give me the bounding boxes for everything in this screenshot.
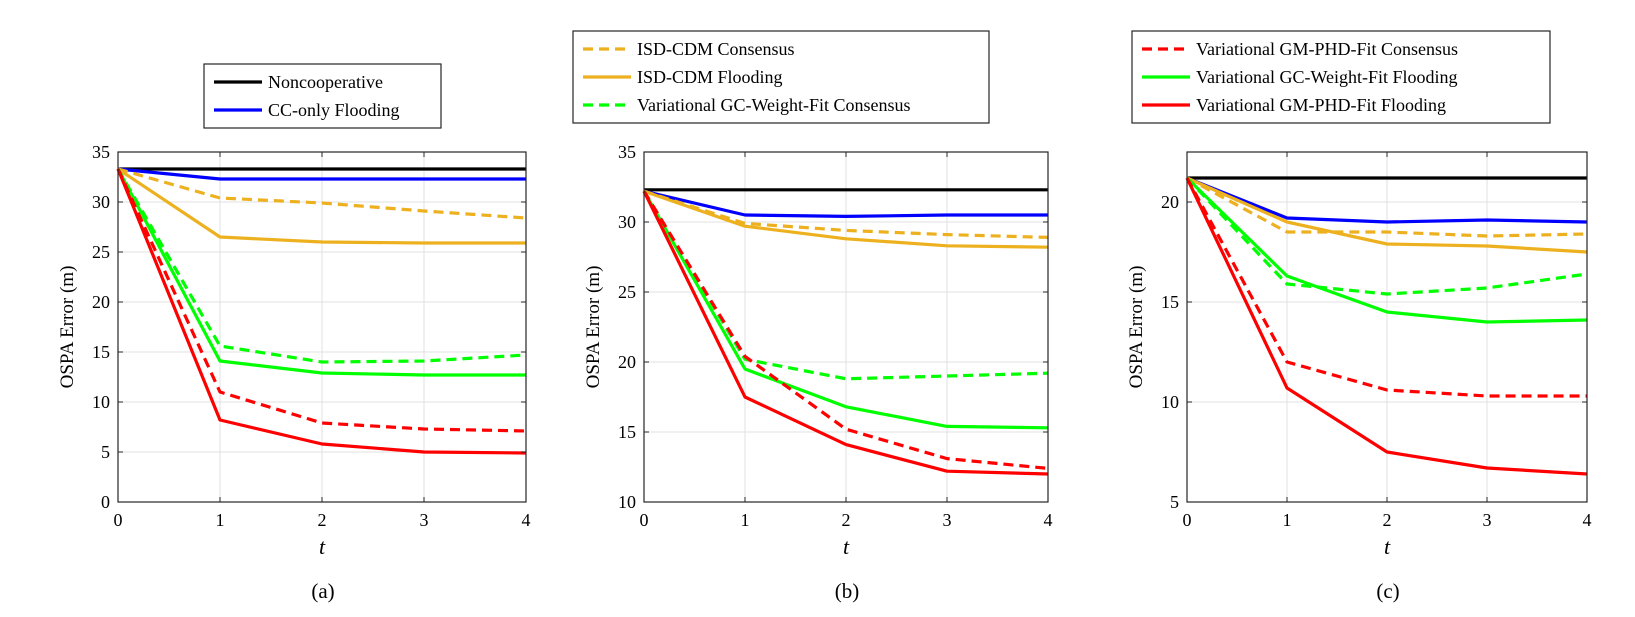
x-tick-label: 0 [640, 510, 649, 530]
x-tick-label: 3 [1483, 510, 1492, 530]
x-tick-label: 2 [842, 510, 851, 530]
series-line-cc-only-flooding [1186, 176, 1588, 224]
x-axis-label: t [1384, 534, 1391, 559]
y-tick-label: 25 [92, 242, 110, 262]
y-tick-label: 35 [92, 142, 110, 162]
series-line-variational-gc-weight-fit-flooding [116, 168, 526, 377]
y-tick-label: 10 [92, 392, 110, 412]
x-tick-label: 3 [943, 510, 952, 530]
y-tick-label: 35 [618, 142, 636, 162]
y-axis-label: OSPA Error (m) [583, 266, 604, 389]
series-line-isd-cdm-consensus [117, 167, 527, 220]
y-tick-label: 15 [618, 422, 636, 442]
x-tick-label: 0 [114, 510, 123, 530]
y-tick-label: 5 [1170, 492, 1179, 512]
panel-caption: (b) [835, 579, 860, 603]
legend-label: ISD-CDM Flooding [637, 67, 783, 87]
series-line-variational-gc-weight-fit-consensus [116, 168, 527, 364]
series-line-isd-cdm-flooding [643, 189, 1049, 249]
series-line-variational-gm-phd-fit-consensus [116, 168, 527, 433]
y-tick-label: 20 [618, 352, 636, 372]
legend-label: Variational GC-Weight-Fit Consensus [637, 95, 911, 115]
x-tick-label: 1 [1283, 510, 1292, 530]
y-axis-label: OSPA Error (m) [57, 266, 78, 389]
y-tick-label: 25 [618, 282, 636, 302]
x-axis-label: t [319, 534, 326, 559]
x-tick-label: 4 [1044, 510, 1053, 530]
panel-caption: (c) [1376, 579, 1399, 603]
x-tick-label: 2 [318, 510, 327, 530]
panel-caption: (a) [311, 579, 334, 603]
series-line-variational-gm-phd-fit-flooding [642, 190, 1049, 476]
series-line-isd-cdm-flooding [117, 167, 526, 245]
legend-box [1131, 30, 1551, 124]
series-group [1185, 176, 1588, 476]
y-tick-label: 15 [1161, 292, 1179, 312]
legend-label: ISD-CDM Consensus [637, 39, 795, 59]
y-tick-label: 15 [92, 342, 110, 362]
series-line-isd-cdm-consensus [1186, 176, 1588, 238]
legend-box [572, 30, 990, 124]
series-line-variational-gc-weight-fit-flooding [642, 190, 1049, 430]
y-tick-label: 30 [92, 192, 110, 212]
y-tick-label: 20 [92, 292, 110, 312]
series-line-variational-gm-phd-fit-consensus [1185, 177, 1587, 398]
series-group [642, 188, 1049, 476]
legend-label: Noncooperative [268, 72, 383, 92]
series-line-variational-gm-phd-fit-flooding [116, 168, 527, 455]
y-tick-label: 5 [101, 442, 110, 462]
x-tick-label: 4 [522, 510, 531, 530]
ticks: 0 1 2 3 4 0 5 10 15 20 25 30 35 [92, 142, 531, 530]
legend-label: Variational GC-Weight-Fit Flooding [1196, 67, 1458, 87]
x-tick-label: 0 [1183, 510, 1192, 530]
legend: ISD-CDM Consensus ISD-CDM Flooding Variati… [572, 30, 990, 124]
y-axis-label: OSPA Error (m) [1126, 266, 1147, 389]
y-tick-label: 30 [618, 212, 636, 232]
series-line-isd-cdm-flooding [1186, 176, 1588, 254]
chart-panel-2: 0 1 2 3 4 10 15 20 25 30 35 t OSPA Error (m) (b) ISD-C… [572, 30, 1053, 603]
series-group [116, 167, 527, 455]
series-line-variational-gm-phd-fit-consensus [642, 190, 1049, 470]
x-tick-label: 1 [216, 510, 225, 530]
ticks: 0 1 2 3 4 5 10 15 20 [1161, 152, 1592, 530]
series-line-variational-gc-weight-fit-consensus [1185, 176, 1588, 296]
series-line-variational-gm-phd-fit-flooding [1185, 177, 1588, 476]
series-line-cc-only-flooding [117, 167, 526, 181]
grid [1187, 152, 1587, 502]
x-tick-label: 2 [1383, 510, 1392, 530]
legend: Variational GM-PHD-Fit Consensus Variatio… [1131, 30, 1551, 124]
series-line-variational-gc-weight-fit-flooding [1185, 176, 1588, 324]
legend-label: CC-only Flooding [268, 100, 400, 120]
legend: Noncooperative CC-only Flooding [203, 63, 442, 129]
y-tick-label: 0 [101, 492, 110, 512]
chart-panel-1: 0 1 2 3 4 0 5 10 15 20 25 30 35 t OSPA Error (m) (a) Non… [57, 63, 531, 603]
x-tick-label: 3 [420, 510, 429, 530]
x-axis-label: t [843, 534, 850, 559]
legend-label: Variational GM-PHD-Fit Flooding [1196, 95, 1446, 115]
series-line-cc-only-flooding [643, 189, 1048, 218]
x-tick-label: 4 [1583, 510, 1592, 530]
grid [644, 152, 1048, 502]
legend-label: Variational GM-PHD-Fit Consensus [1196, 39, 1458, 59]
chart-panel-3: 0 1 2 3 4 5 10 15 20 t OSPA Error (m) (c) Variationa… [1126, 30, 1592, 603]
y-tick-label: 10 [618, 492, 636, 512]
legend-box [203, 63, 442, 129]
series-line-isd-cdm-consensus [643, 189, 1049, 239]
x-tick-label: 1 [741, 510, 750, 530]
y-tick-label: 10 [1161, 392, 1179, 412]
ticks: 0 1 2 3 4 10 15 20 25 30 35 [618, 142, 1053, 530]
y-tick-label: 20 [1161, 192, 1179, 212]
